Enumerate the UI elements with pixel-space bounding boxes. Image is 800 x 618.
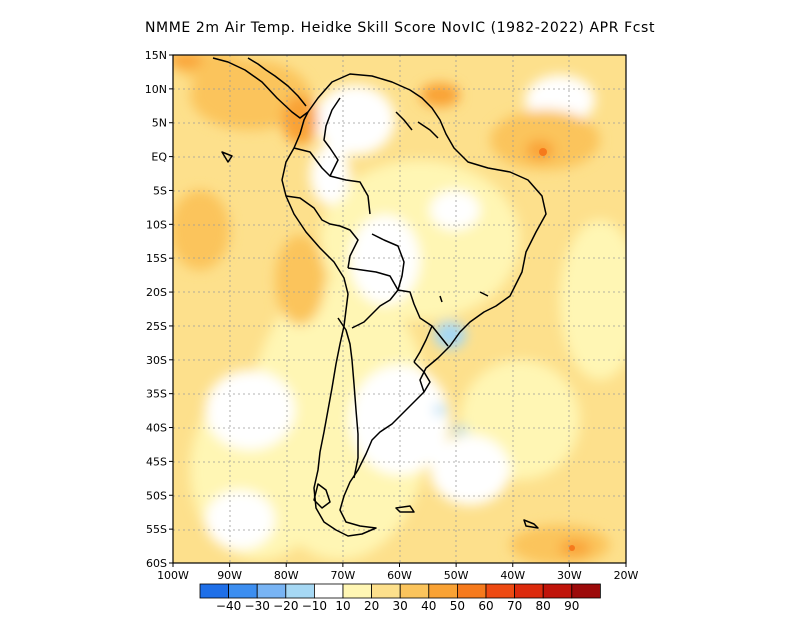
colorbar-swatch <box>256 583 287 599</box>
colorbar-label: 80 <box>536 599 551 613</box>
colorbar-swatch <box>199 583 230 599</box>
colorbar-swatch <box>542 583 573 599</box>
lat-tick-label: 60S <box>146 557 167 570</box>
lat-tick-label: 30S <box>146 354 167 367</box>
colorbar-swatch <box>228 583 258 599</box>
lat-tick-label: 15S <box>146 252 167 265</box>
colorbar-label: 20 <box>364 599 379 613</box>
colorbar-label: 60 <box>478 599 493 613</box>
colorbar-swatch <box>371 583 401 599</box>
gridlines <box>173 55 626 563</box>
colorbar-label: 90 <box>564 599 579 613</box>
lat-tick-label: 5N <box>152 117 167 130</box>
colorbar-swatch <box>571 583 601 599</box>
lon-tick-label: 100W <box>157 569 189 582</box>
lat-tick-label: 40S <box>146 422 167 435</box>
colorbar-label: −20 <box>273 599 298 613</box>
lon-tick-label: 80W <box>274 569 299 582</box>
colorbar-label: −10 <box>302 599 327 613</box>
lat-tick-label: 45S <box>146 455 167 468</box>
colorbar-swatch <box>313 583 344 599</box>
colorbar-swatch <box>428 583 458 599</box>
lat-tick-label: 25S <box>146 320 167 333</box>
colorbar-label: 30 <box>393 599 408 613</box>
colorbar-swatch <box>514 583 544 599</box>
colorbar-label: 70 <box>507 599 522 613</box>
lon-tick-label: 60W <box>387 569 412 582</box>
lat-tick-label: 10N <box>145 83 167 96</box>
lat-tick-label: 5S <box>153 184 167 197</box>
colorbar: −40 −30 −20 −10 10 20 30 40 50 60 70 80 90 <box>199 583 601 613</box>
longitude-tick-labels: 100W 90W 80W 70W 60W 50W 40W 30W 20W <box>157 563 639 582</box>
lon-tick-label: 40W <box>500 569 525 582</box>
lon-tick-label: 20W <box>614 569 639 582</box>
colorbar-label: 40 <box>421 599 436 613</box>
colorbar-label: −30 <box>245 599 270 613</box>
lat-tick-label: 10S <box>146 218 167 231</box>
colorbar-swatch <box>285 583 315 599</box>
lat-tick-label: EQ <box>151 151 167 164</box>
lon-tick-label: 90W <box>217 569 242 582</box>
lon-tick-label: 30W <box>557 569 582 582</box>
shading-layer <box>173 55 626 563</box>
colorbar-label: 10 <box>335 599 350 613</box>
lon-tick-label: 70W <box>330 569 355 582</box>
coastline <box>212 57 547 537</box>
colorbar-swatch <box>456 583 487 599</box>
latitude-tick-labels: 15N 10N 5N EQ 5S 10S 15S 20S 25S 30S 35S 40S 45S 50S 5… <box>145 49 173 570</box>
colorbar-swatch <box>399 583 430 599</box>
lon-tick-label: 50W <box>444 569 469 582</box>
colorbar-label: −40 <box>216 599 241 613</box>
lat-tick-label: 50S <box>146 489 167 502</box>
lat-tick-label: 35S <box>146 388 167 401</box>
lat-tick-label: 20S <box>146 286 167 299</box>
lat-tick-label: 15N <box>145 49 167 62</box>
colorbar-label: 50 <box>450 599 465 613</box>
map-title: NMME 2m Air Temp. Heidke Skill Score Nov… <box>144 20 656 36</box>
colorbar-swatch <box>485 583 516 599</box>
colorbar-swatch <box>342 583 373 599</box>
lat-tick-label: 55S <box>146 523 167 536</box>
